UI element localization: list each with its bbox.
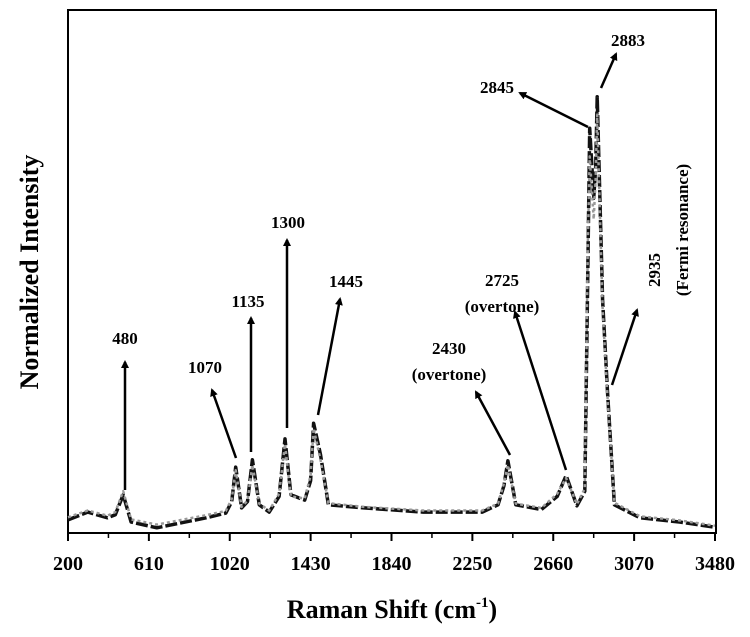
annotation-label-2883: 2883	[611, 31, 645, 50]
x-axis-label: Raman Shift (cm-1)	[287, 595, 497, 624]
annotation-label-2935: 2935	[645, 253, 664, 287]
plot-frame	[67, 9, 717, 534]
annotation-label-2430: (overtone)	[412, 365, 487, 384]
annotation-arrow-2883	[599, 52, 618, 89]
annotation-arrow-1445	[316, 297, 343, 416]
x-tick-label: 3480	[695, 553, 735, 575]
annotation-label-1135: 1135	[231, 292, 264, 311]
annotation-label-2725: (overtone)	[465, 297, 540, 316]
annotation-label-1445: 1445	[329, 272, 363, 291]
annotation-label-480: 480	[112, 329, 138, 348]
series-group	[67, 95, 716, 530]
spectrum-line-1	[67, 95, 716, 530]
x-tick-label: 3070	[614, 553, 654, 575]
y-axis-label: Normalized Intensity	[15, 155, 44, 390]
annotation-label-2935: (Fermi resonance)	[673, 164, 692, 296]
annotation-arrow-2845	[518, 91, 589, 129]
x-tick-label: 1840	[372, 553, 412, 575]
x-tick-label: 2660	[533, 553, 573, 575]
annotation-label-2430: 2430	[432, 339, 466, 358]
annotation-arrow-2725	[513, 310, 568, 471]
x-axis-ticks: 200 610 1020 1430 1840 2250 2660 3070 3480	[53, 533, 735, 575]
x-tick-label: 2250	[452, 553, 492, 575]
annotation-arrow-2430	[474, 390, 512, 456]
annotation-arrow-2935	[610, 308, 639, 386]
annotation-label-1300: 1300	[271, 213, 305, 232]
x-tick-label: 200	[53, 553, 83, 575]
annotation-label-2845: 2845	[480, 78, 514, 97]
annotation-label-1070: 1070	[188, 358, 222, 377]
x-tick-label: 1020	[210, 553, 250, 575]
spectrum-line-2	[67, 113, 716, 527]
annotations: 480 1070 1135 1300 1445 2430 (overtone) 2725 (ov…	[112, 31, 692, 490]
annotation-arrow-1070	[210, 388, 238, 459]
annotation-label-2725: 2725	[485, 271, 519, 290]
x-tick-label: 610	[134, 553, 164, 575]
x-tick-label: 1430	[291, 553, 331, 575]
